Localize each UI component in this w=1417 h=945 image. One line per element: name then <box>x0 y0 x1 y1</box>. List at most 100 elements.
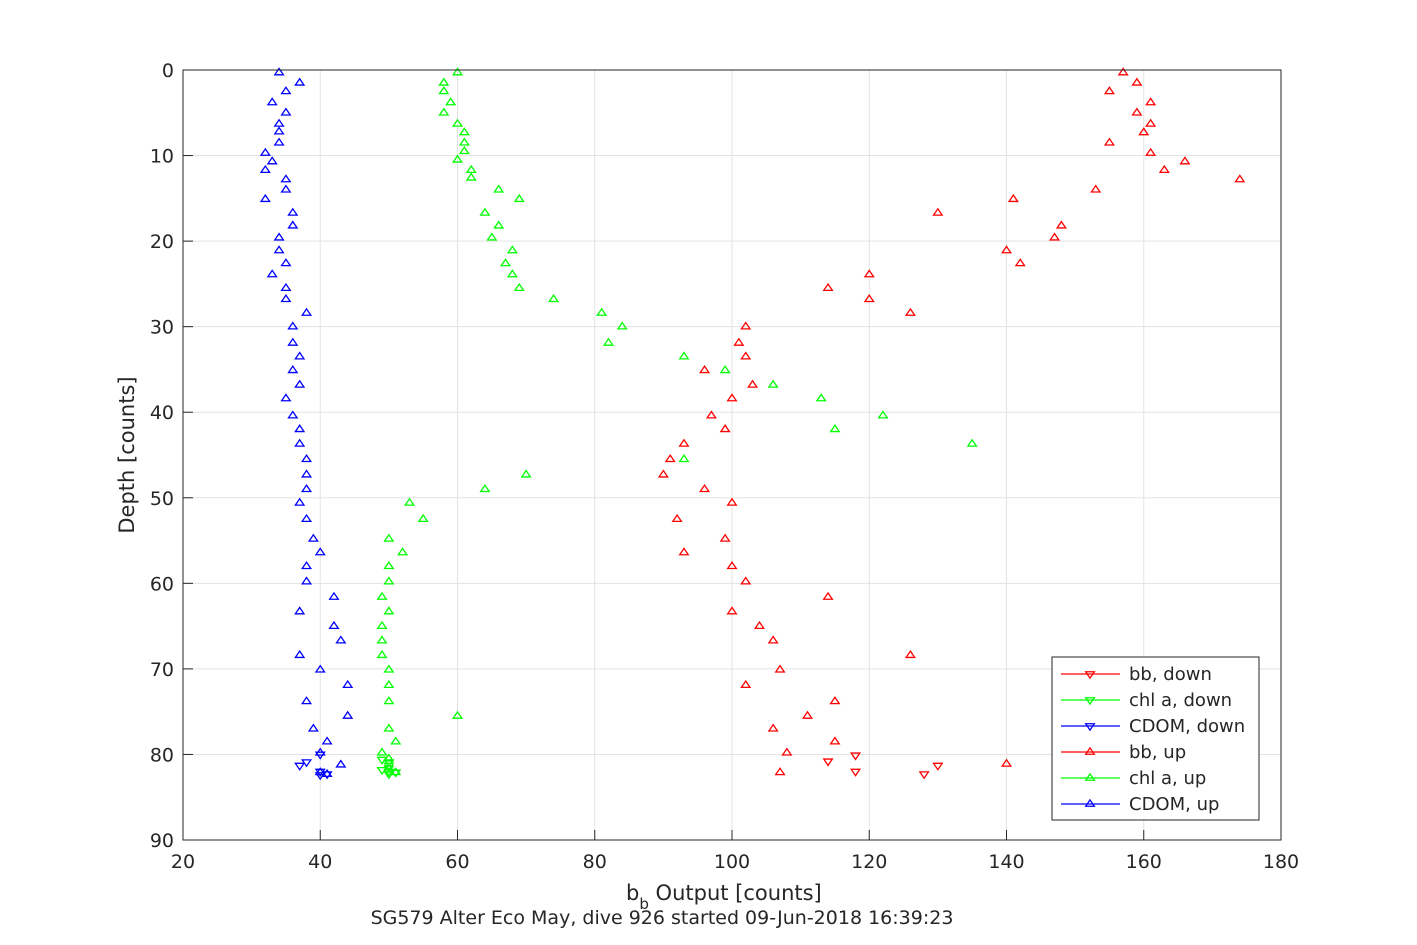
point-cdom-up <box>287 410 299 419</box>
point-chl-a-up <box>513 282 525 292</box>
point-cdom-down <box>301 759 313 768</box>
point-cdom-down <box>321 771 333 780</box>
point-bb-up <box>1055 220 1067 229</box>
point-cdom-up <box>294 424 306 433</box>
point-bb-up <box>726 560 738 570</box>
point-chl-a-up <box>678 351 690 360</box>
y-tick-label: 40 <box>150 402 174 424</box>
axes: 20 40 60 80 100 120 140 160 180 0 10 20 30 40 50 60 70 80… <box>150 60 1299 873</box>
point-chl-a-up <box>465 164 477 173</box>
point-cdom-down <box>294 762 306 771</box>
point-cdom-up <box>259 164 271 173</box>
point-chl-a-up <box>596 307 608 316</box>
point-chl-a-up <box>465 172 477 181</box>
point-cdom-up <box>294 606 306 615</box>
point-cdom-up <box>294 497 306 506</box>
point-cdom-up <box>280 393 292 402</box>
point-cdom-up <box>273 245 285 254</box>
point-chl-a-up <box>383 664 395 673</box>
legend-label: chl a, up <box>1129 768 1206 789</box>
point-bb-up <box>1103 86 1115 95</box>
point-chl-a-up <box>403 497 415 506</box>
point-cdom-up <box>287 220 299 229</box>
point-bb-up <box>740 576 752 585</box>
point-chl-a-up <box>479 483 491 493</box>
point-chl-a-up <box>458 137 470 146</box>
point-bb-up <box>678 547 690 556</box>
point-bb-up <box>671 513 683 523</box>
point-bb-up <box>740 351 752 360</box>
point-cdom-up <box>280 282 292 292</box>
y-tick-label: 90 <box>150 830 174 852</box>
point-bb-up <box>1014 258 1026 267</box>
point-chl-a-up <box>451 710 464 719</box>
point-chl-a-up <box>829 424 841 433</box>
x-tick-label: 60 <box>445 851 469 873</box>
point-cdom-up <box>266 97 278 106</box>
y-tick-label: 70 <box>150 659 174 681</box>
point-bb-up <box>904 649 916 659</box>
point-cdom-down <box>314 751 326 760</box>
point-bb-up <box>781 747 793 756</box>
x-tick-label: 120 <box>851 851 887 873</box>
x-tick-label: 20 <box>171 851 195 873</box>
point-chl-a-up <box>383 606 395 615</box>
point-cdom-up <box>294 77 306 86</box>
x-tick-label: 100 <box>714 851 750 873</box>
point-chl-a-up <box>376 747 388 756</box>
point-chl-a-up <box>493 220 505 229</box>
point-bb-up <box>1158 164 1170 173</box>
x-tick-label: 40 <box>308 851 332 873</box>
point-bb-up <box>719 424 731 433</box>
x-tick-label: 160 <box>1126 851 1162 873</box>
y-tick-label: 20 <box>150 231 174 253</box>
point-bb-up <box>1000 758 1013 767</box>
legend: bb, down chl a, down CDOM, down bb, up chl a… <box>1051 656 1260 821</box>
point-bb-up <box>705 410 717 419</box>
point-bb-down <box>850 752 862 761</box>
point-cdom-up <box>273 137 285 146</box>
point-cdom-up <box>280 294 292 303</box>
legend-box <box>1051 656 1260 821</box>
point-bb-up <box>1000 245 1013 254</box>
y-tick-label: 0 <box>162 60 174 82</box>
point-cdom-up <box>294 351 306 360</box>
point-bb-up <box>774 664 786 673</box>
legend-marker <box>1084 772 1096 781</box>
point-bb-up <box>822 282 834 292</box>
point-cdom-up <box>280 86 292 95</box>
legend-marker <box>1084 723 1096 732</box>
point-chl-a-up <box>451 154 464 163</box>
point-bb-up <box>753 620 765 630</box>
point-cdom-up <box>280 107 292 116</box>
point-chl-a-up <box>486 232 498 241</box>
point-bb-up <box>1007 193 1019 203</box>
point-chl-a-up <box>445 97 457 106</box>
point-chl-a-up <box>506 245 518 254</box>
point-chl-a-up <box>479 207 491 216</box>
point-cdom-up <box>328 620 340 630</box>
point-chl-a-up <box>383 533 395 542</box>
y-tick-label: 80 <box>150 744 174 766</box>
point-chl-a-up <box>616 321 628 330</box>
x-tick-label: 140 <box>988 851 1024 873</box>
point-cdom-up <box>280 184 292 193</box>
y-tick-label: 30 <box>150 317 174 339</box>
point-bb-up <box>932 207 944 216</box>
point-chl-a-up <box>877 410 889 419</box>
point-bb-down <box>822 758 834 767</box>
point-cdom-up <box>273 67 285 76</box>
point-chl-a-down <box>390 769 402 778</box>
point-cdom-up <box>273 118 285 127</box>
point-chl-a-up <box>390 736 402 745</box>
point-cdom-up <box>287 365 299 374</box>
point-cdom-up <box>259 147 271 156</box>
point-chl-a-down <box>376 766 388 776</box>
point-chl-a-up <box>548 294 560 303</box>
point-bb-up <box>767 635 779 644</box>
point-chl-a-up <box>397 547 409 556</box>
point-chl-a-up <box>376 591 388 600</box>
point-cdom-up <box>287 337 299 346</box>
point-bb-up <box>1049 232 1061 241</box>
point-bb-up <box>678 438 690 447</box>
